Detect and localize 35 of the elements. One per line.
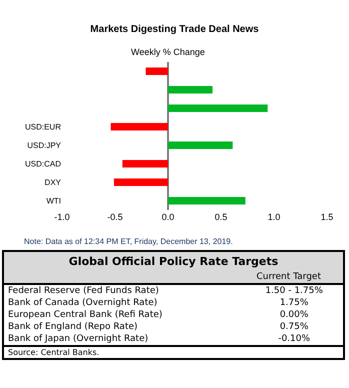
text: Current Target — [3, 271, 344, 284]
source-note: Source: Central Banks. — [3, 346, 344, 359]
category-label: Federal Reserve (Fed Funds Rate) — [7, 285, 160, 297]
x-tick-label: 0.5 — [214, 212, 228, 222]
text: 1.50 - 1.75% — [265, 286, 323, 296]
x-tick-label: 0.0 — [162, 212, 174, 222]
y-tick-label: USD:EUR — [24, 122, 62, 132]
y-tick-label: DXY — [44, 178, 62, 188]
bar — [168, 197, 246, 204]
category-label: European Central Bank (Refi Rate) — [7, 309, 164, 321]
text: 0.75% — [280, 322, 308, 332]
y-tick-label: WTI — [46, 196, 61, 206]
bar — [168, 104, 268, 112]
y-tick-label: USD:CAD — [24, 160, 62, 169]
text: -0.10% — [278, 334, 310, 344]
category-label: Bank of Canada (Overnight Rate) — [7, 297, 158, 309]
bar — [122, 160, 168, 168]
text: Note: Data as of 12:34 PM ET, Friday, December 13, 2019. — [24, 237, 233, 246]
chart-subtitle: Weekly % Change — [131, 47, 205, 57]
category-label: Bank of England (Repo Rate) — [7, 321, 139, 333]
bar — [110, 123, 168, 130]
y-tick-label: USD:JPY — [27, 141, 62, 150]
bar — [168, 86, 213, 94]
bar — [114, 178, 168, 186]
x-tick-label: -0.5 — [107, 212, 123, 222]
x-tick-label: 1.0 — [268, 212, 280, 222]
x-tick-label: -1.0 — [54, 212, 70, 222]
text: Global Official Policy Rate Targets — [3, 251, 344, 271]
bar — [168, 142, 233, 149]
chart-title: Markets Digesting Trade Deal News — [90, 24, 260, 35]
text: 1.75% — [280, 298, 308, 308]
x-tick-label: 1.5 — [320, 212, 334, 222]
category-label: Bank of Japan (Overnight Rate) — [7, 333, 150, 346]
bar — [146, 68, 168, 75]
text: 0.00% — [280, 310, 308, 320]
